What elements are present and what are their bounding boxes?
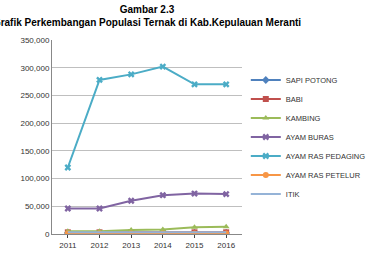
svg-text:AYAM BURAS: AYAM BURAS (286, 133, 334, 142)
svg-text:50,000: 50,000 (25, 202, 50, 211)
svg-text:AYAM RAS PEDAGING: AYAM RAS PEDAGING (286, 152, 365, 161)
svg-text:2013: 2013 (122, 241, 140, 250)
svg-text:2016: 2016 (217, 241, 235, 250)
svg-text:Gambar 2.3Grafik Perkembangan: Gambar 2.3Grafik Perkembangan Populasi T… (0, 4, 301, 28)
svg-text:ITIK: ITIK (286, 190, 300, 199)
svg-text:SAPI POTONG: SAPI POTONG (286, 76, 338, 85)
svg-text:2015: 2015 (186, 241, 204, 250)
svg-text:2014: 2014 (154, 241, 172, 250)
svg-text:300,000: 300,000 (20, 64, 49, 73)
svg-text:100,000: 100,000 (20, 174, 49, 183)
svg-text:AYAM RAS PETELUR: AYAM RAS PETELUR (286, 171, 361, 180)
svg-text:2011: 2011 (59, 241, 77, 250)
svg-text:150,000: 150,000 (20, 147, 49, 156)
svg-text:KAMBING: KAMBING (286, 114, 321, 123)
svg-text:350,000: 350,000 (20, 36, 49, 45)
svg-text:200,000: 200,000 (20, 119, 49, 128)
svg-text:2012: 2012 (91, 241, 109, 250)
svg-text:BABI: BABI (286, 95, 303, 104)
svg-text:250,000: 250,000 (20, 91, 49, 100)
svg-text:0: 0 (45, 230, 50, 239)
